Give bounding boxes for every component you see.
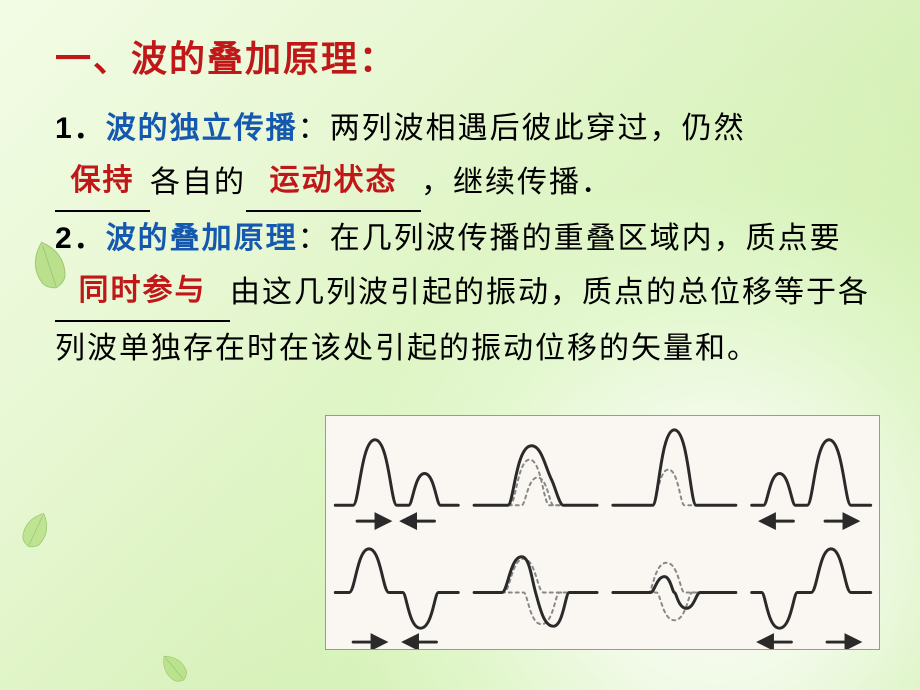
blank-3: 同时参与 xyxy=(55,266,230,322)
blank-3-fill: 同时参与 xyxy=(79,274,207,307)
wave-diagram xyxy=(325,415,880,650)
blank-1-fill: 保持 xyxy=(71,164,135,197)
blank-2-fill: 运动状态 xyxy=(270,164,398,197)
item2-text1: 在几列波传播的重叠区域内，质点要 xyxy=(330,222,842,255)
item2-number: 2． xyxy=(55,222,106,255)
slide-content: 一、波的叠加原理： 1．波的独立传播：两列波相遇后彼此穿过，仍然 保持各自的运动… xyxy=(55,30,875,376)
section-title: 一、波的叠加原理： xyxy=(55,30,875,82)
leaf-decoration-3 xyxy=(153,647,194,689)
item1-text3: ，继续传播． xyxy=(421,166,613,199)
item1-number: 1． xyxy=(55,112,106,145)
item1-subhead: 波的独立传播 xyxy=(106,112,298,145)
blank-2: 运动状态 xyxy=(246,156,421,212)
item1-text1: 两列波相遇后彼此穿过，仍然 xyxy=(330,112,746,145)
item1-text2: 各自的 xyxy=(150,166,246,199)
body-paragraphs: 1．波的独立传播：两列波相遇后彼此穿过，仍然 保持各自的运动状态，继续传播． 2… xyxy=(55,102,875,376)
item2-subhead: 波的叠加原理 xyxy=(106,222,298,255)
item1-colon: ： xyxy=(298,112,330,145)
blank-1: 保持 xyxy=(55,156,150,212)
item2-colon: ： xyxy=(298,222,330,255)
leaf-decoration-2 xyxy=(14,506,59,555)
